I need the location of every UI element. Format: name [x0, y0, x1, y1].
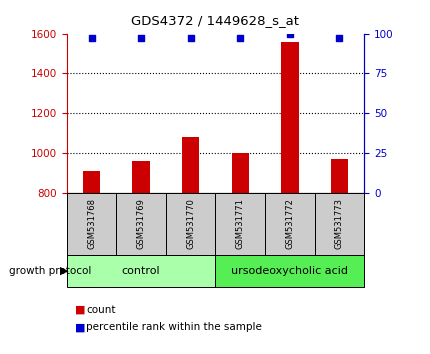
Bar — [132, 161, 150, 193]
Text: count: count — [86, 305, 115, 315]
Bar — [280, 42, 298, 193]
Text: ursodeoxycholic acid: ursodeoxycholic acid — [231, 266, 347, 276]
Text: ■: ■ — [75, 322, 86, 332]
Bar — [181, 137, 199, 193]
Point — [187, 35, 194, 41]
Text: GSM531768: GSM531768 — [87, 198, 96, 250]
Text: GDS4372 / 1449628_s_at: GDS4372 / 1449628_s_at — [131, 14, 299, 27]
Bar — [330, 159, 347, 193]
Text: GSM531769: GSM531769 — [136, 199, 145, 249]
Text: percentile rank within the sample: percentile rank within the sample — [86, 322, 261, 332]
Bar — [215, 193, 264, 255]
Point — [286, 31, 292, 36]
Bar — [264, 193, 314, 255]
Bar — [116, 193, 166, 255]
Point — [88, 35, 95, 41]
Bar — [215, 255, 363, 287]
Bar — [67, 255, 215, 287]
Point — [236, 35, 243, 41]
Bar — [67, 193, 116, 255]
Bar — [314, 193, 363, 255]
Text: ■: ■ — [75, 305, 86, 315]
Text: growth protocol: growth protocol — [9, 266, 91, 276]
Text: GSM531772: GSM531772 — [285, 199, 294, 249]
Bar — [83, 171, 100, 193]
Bar — [166, 193, 215, 255]
Text: GSM531773: GSM531773 — [334, 198, 343, 250]
Bar — [231, 153, 249, 193]
Text: ▶: ▶ — [59, 266, 68, 276]
Text: GSM531770: GSM531770 — [186, 199, 195, 249]
Text: control: control — [122, 266, 160, 276]
Point — [138, 35, 144, 41]
Text: GSM531771: GSM531771 — [235, 199, 244, 249]
Point — [335, 35, 342, 41]
